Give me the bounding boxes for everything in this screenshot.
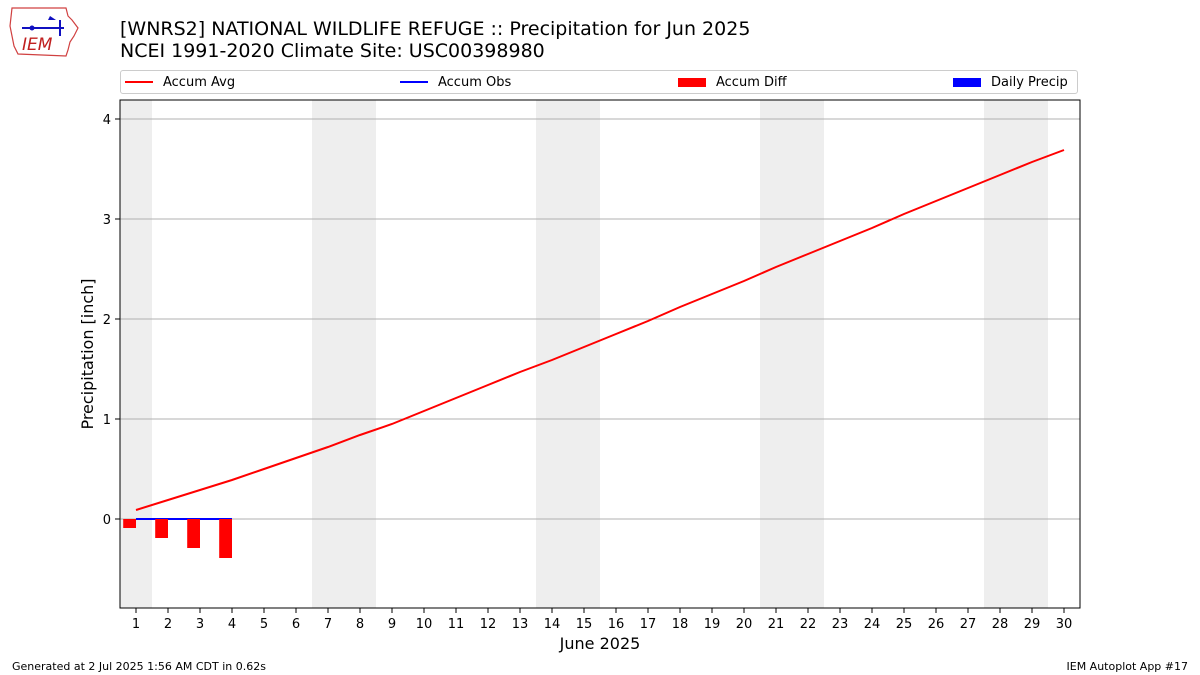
- accum-diff-bar-3: [187, 519, 200, 548]
- x-tick-label-18: 18: [672, 617, 689, 632]
- x-tick-label-17: 17: [640, 617, 657, 632]
- x-tick-label-6: 6: [292, 617, 300, 632]
- logo-text: IEM: [22, 35, 53, 55]
- app-label: IEM Autoplot App #17: [1066, 660, 1189, 673]
- x-tick-label-28: 28: [992, 617, 1009, 632]
- legend: Accum Avg Accum Obs Accum Diff Daily Pre…: [120, 70, 1078, 94]
- title-line-1: [WNRS2] NATIONAL WILDLIFE REFUGE :: Prec…: [120, 18, 751, 40]
- accum-diff-bar-2: [155, 519, 168, 538]
- weekend-shade-1: [312, 100, 376, 608]
- accum-avg-line: [135, 149, 1065, 511]
- x-tick-label-2: 2: [164, 617, 172, 632]
- accum-diff-bar-1: [123, 519, 136, 528]
- x-tick-label-10: 10: [416, 617, 433, 632]
- x-tick-label-21: 21: [768, 617, 785, 632]
- x-tick-label-13: 13: [512, 617, 529, 632]
- x-tick-label-15: 15: [576, 617, 593, 632]
- x-tick-label-22: 22: [800, 617, 817, 632]
- x-tick-label-8: 8: [356, 617, 364, 632]
- plot-frame: [119, 99, 1081, 609]
- x-tick-label-7: 7: [324, 617, 332, 632]
- x-tick-label-30: 30: [1056, 617, 1073, 632]
- legend-item-daily-precip: Daily Precip: [953, 71, 1068, 93]
- weekend-shade-0: [120, 100, 152, 608]
- x-tick-label-24: 24: [864, 617, 881, 632]
- generated-timestamp: Generated at 2 Jul 2025 1:56 AM CDT in 0…: [12, 660, 266, 673]
- y-tick-label-3: 3: [103, 213, 111, 228]
- y-tick-label-2: 2: [103, 313, 111, 328]
- legend-label-accum-diff: Accum Diff: [716, 74, 787, 90]
- x-axis-label: June 2025: [559, 634, 641, 653]
- y-tick-label-1: 1: [103, 413, 111, 428]
- y-tick-label-4: 4: [103, 113, 111, 128]
- chart-title: [WNRS2] NATIONAL WILDLIFE REFUGE :: Prec…: [120, 18, 750, 62]
- x-tick-label-11: 11: [448, 617, 465, 632]
- legend-swatch-accum-obs: [400, 81, 428, 83]
- x-tick-label-9: 9: [388, 617, 396, 632]
- x-tick-label-27: 27: [960, 617, 977, 632]
- legend-swatch-daily-precip: [953, 77, 981, 87]
- legend-label-accum-avg: Accum Avg: [163, 74, 236, 90]
- x-tick-label-29: 29: [1024, 617, 1041, 632]
- x-tick-label-5: 5: [260, 617, 268, 632]
- x-tick-label-20: 20: [736, 617, 753, 632]
- x-tick-label-23: 23: [832, 617, 849, 632]
- iem-logo: IEM: [9, 7, 79, 57]
- x-tick-label-3: 3: [196, 617, 204, 632]
- legend-swatch-accum-diff: [678, 77, 706, 87]
- x-tick-label-19: 19: [704, 617, 721, 632]
- x-tick-label-16: 16: [608, 617, 625, 632]
- legend-label-daily-precip: Daily Precip: [991, 74, 1068, 90]
- y-tick-label-0: 0: [103, 513, 111, 528]
- x-tick-label-25: 25: [896, 617, 913, 632]
- legend-item-accum-diff: Accum Diff: [678, 71, 787, 93]
- accum-diff-bar-4: [219, 519, 232, 558]
- weekend-shade-3: [760, 100, 824, 608]
- x-tick-label-1: 1: [132, 617, 140, 632]
- y-axis-label: Precipitation [inch]: [78, 278, 97, 429]
- weekend-shade-4: [984, 100, 1048, 608]
- x-tick-label-12: 12: [480, 617, 497, 632]
- legend-swatch-accum-avg: [125, 81, 153, 83]
- title-line-2: NCEI 1991-2020 Climate Site: USC00398980: [120, 40, 545, 62]
- x-tick-label-26: 26: [928, 617, 945, 632]
- legend-label-accum-obs: Accum Obs: [438, 74, 512, 90]
- legend-item-accum-avg: Accum Avg: [125, 71, 235, 93]
- x-tick-label-14: 14: [544, 617, 561, 632]
- x-tick-label-4: 4: [228, 617, 236, 632]
- legend-item-accum-obs: Accum Obs: [400, 71, 511, 93]
